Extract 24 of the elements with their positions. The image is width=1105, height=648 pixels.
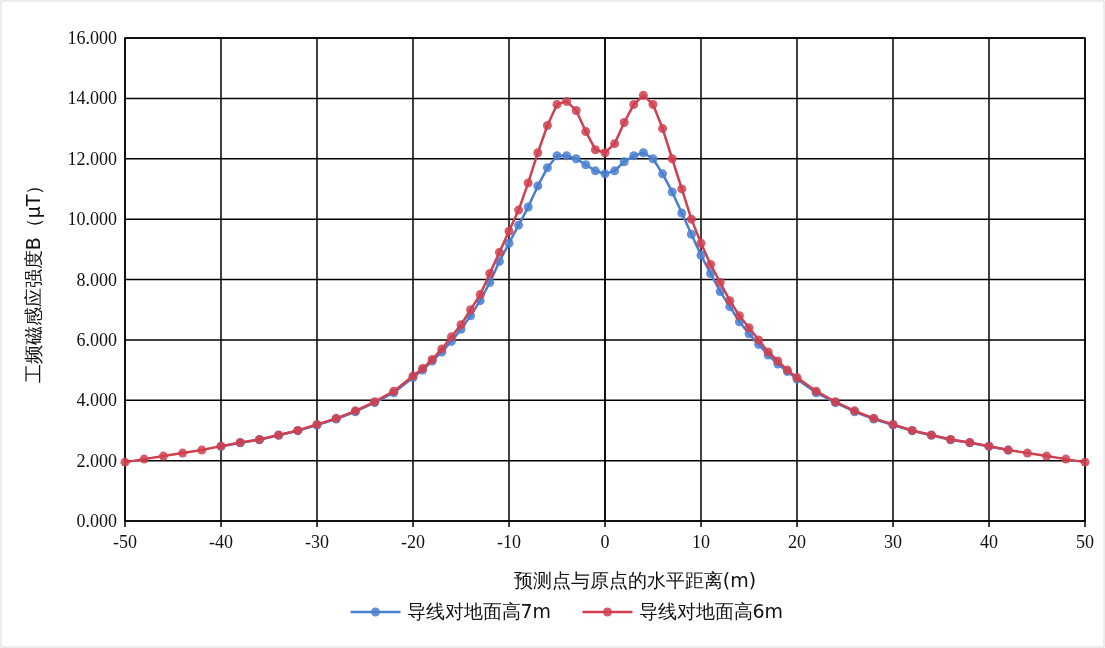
x-tick-label: 30 [884, 532, 902, 552]
y-tick-label: 10.000 [67, 209, 117, 230]
x-tick-label: -40 [209, 532, 233, 552]
y-tick-label: 6.000 [76, 329, 117, 350]
x-tick-label: 20 [788, 532, 806, 552]
y-tick-label: 0.000 [76, 511, 117, 531]
x-tick-label: 10 [692, 532, 710, 552]
x-tick-label: 0 [600, 532, 610, 552]
legend-label: 导线对地面高6m [638, 600, 784, 622]
x-axis-title: 预测点与原点的水平距离(m) [513, 569, 757, 591]
x-tick-label: -50 [113, 532, 137, 552]
x-tick-label: 50 [1076, 532, 1094, 552]
y-tick-label: 2.000 [76, 450, 117, 471]
y-tick-label: 4.000 [76, 390, 117, 411]
x-tick-label: -10 [497, 532, 521, 552]
y-tick-label: 12.000 [67, 148, 117, 169]
y-tick-label: 14.000 [67, 88, 117, 109]
y-tick-label: 16.000 [67, 28, 117, 48]
y-axis-title: 工频磁感应强度B（μT） [22, 175, 44, 384]
legend-label: 导线对地面高7m [406, 600, 552, 622]
x-tick-label: -20 [401, 532, 425, 552]
x-tick-label: 40 [980, 532, 998, 552]
y-tick-label: 8.000 [76, 269, 117, 290]
x-tick-label: -30 [305, 532, 329, 552]
